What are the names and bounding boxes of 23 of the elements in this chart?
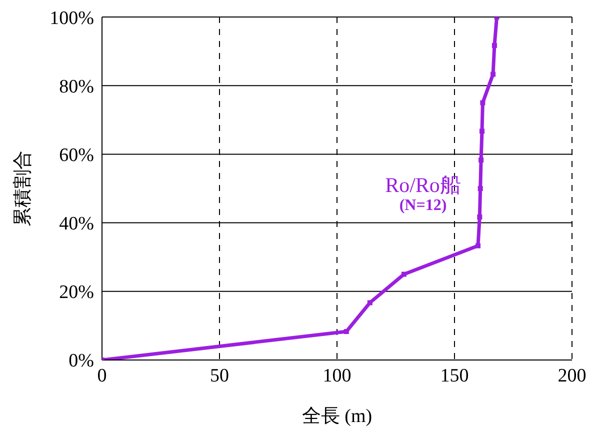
annotation: (N=12) (398, 196, 448, 216)
point (477, 214, 482, 220)
y-tick-label: 80% (59, 76, 94, 98)
x-axis-title: 全長 (m) (302, 406, 372, 427)
x-tick-label: 150 (440, 365, 469, 386)
point (476, 243, 480, 248)
point (480, 100, 486, 106)
x-tick-label: 0 (97, 365, 107, 386)
y-tick-label: 100% (50, 8, 94, 29)
y-tick-label: 20% (59, 282, 94, 304)
point (490, 72, 496, 77)
point (478, 186, 483, 191)
point (492, 42, 497, 48)
point (367, 300, 372, 306)
x-tick-label: 100 (322, 365, 352, 386)
point (344, 329, 349, 334)
y-tick-label: 40% (59, 214, 94, 235)
y-tick-label: 60% (59, 144, 94, 166)
x-tick-label: 50 (210, 365, 229, 386)
y-axis-title: 累積割合 (12, 150, 34, 226)
point (401, 272, 406, 277)
y-tick-label: 0% (68, 350, 94, 372)
x-tick-label: 200 (558, 365, 586, 386)
